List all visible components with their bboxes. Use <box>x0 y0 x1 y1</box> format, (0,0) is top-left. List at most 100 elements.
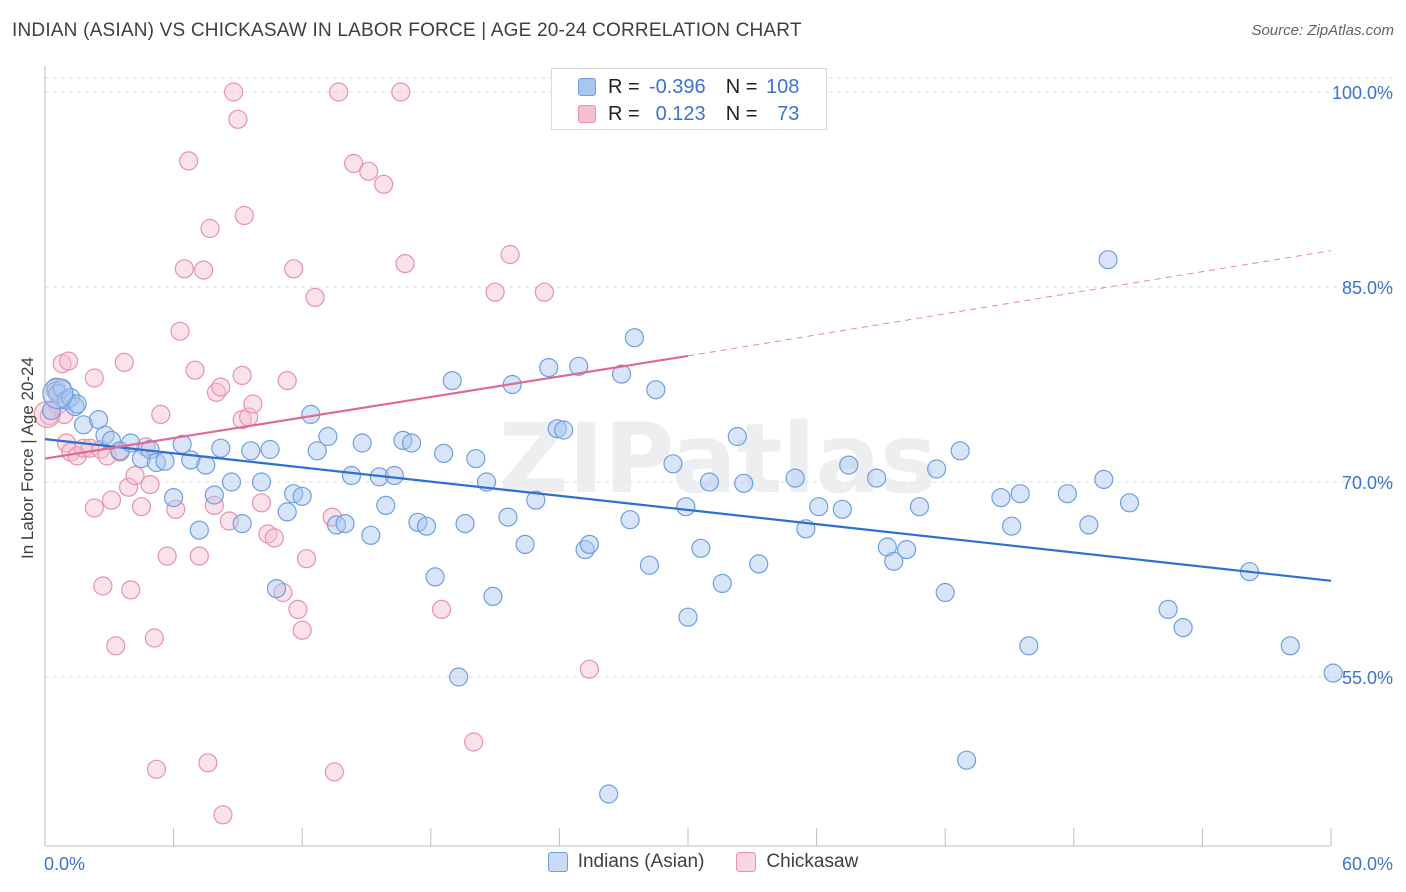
legend-label: Indians (Asian) <box>577 851 705 872</box>
data-point <box>179 151 199 171</box>
data-point <box>305 287 325 307</box>
data-point <box>131 497 152 517</box>
data-point <box>579 534 600 555</box>
data-point <box>1323 663 1343 683</box>
data-point <box>376 495 396 515</box>
data-point <box>189 520 209 540</box>
legend-item-chickasaw[interactable]: Chickasaw <box>736 851 858 873</box>
data-point <box>991 488 1011 508</box>
y-tick-label: 100.0% <box>1332 83 1393 103</box>
data-point <box>264 528 284 548</box>
data-point <box>374 174 394 194</box>
data-point <box>534 282 554 302</box>
data-point <box>526 490 546 510</box>
data-point <box>251 472 272 492</box>
data-point <box>785 468 805 488</box>
data-point <box>485 282 505 302</box>
data-point <box>260 439 280 460</box>
data-point <box>211 438 231 458</box>
data-point <box>352 433 372 453</box>
data-point <box>734 473 754 493</box>
data-point <box>950 441 970 461</box>
data-point <box>114 352 134 372</box>
data-point <box>284 259 304 279</box>
data-point <box>1002 516 1022 536</box>
data-point <box>483 586 503 607</box>
data-point <box>185 360 205 380</box>
y-tick-label: 55.0% <box>1342 668 1393 688</box>
data-point <box>58 351 79 371</box>
data-point <box>204 495 224 515</box>
data-point <box>624 328 645 348</box>
data-point <box>84 368 104 388</box>
data-point <box>431 599 452 620</box>
data-point <box>539 358 559 378</box>
data-point <box>500 244 520 265</box>
data-point <box>1119 493 1140 513</box>
series-legend: Indians (Asian) Chickasaw <box>0 851 1406 873</box>
data-point <box>401 433 422 453</box>
data-point <box>277 371 297 391</box>
data-point <box>1280 636 1300 656</box>
data-point <box>359 161 379 181</box>
legend-label: Chickasaw <box>766 851 859 872</box>
data-point <box>579 659 600 679</box>
data-point <box>434 443 454 463</box>
data-point <box>691 538 711 558</box>
data-point <box>204 485 224 505</box>
y-tick-label: 85.0% <box>1342 278 1393 298</box>
data-point <box>909 497 930 517</box>
data-point <box>1019 636 1039 656</box>
indians-swatch <box>578 78 596 96</box>
data-point <box>101 490 122 510</box>
data-point <box>699 472 720 492</box>
x-tick-label: 0.0% <box>44 854 85 874</box>
data-point <box>42 378 74 410</box>
data-point <box>221 472 242 492</box>
data-point <box>1098 250 1118 270</box>
data-point <box>663 454 683 474</box>
legend-item-indians[interactable]: Indians (Asian) <box>547 851 705 873</box>
data-point <box>200 218 220 239</box>
data-point <box>416 516 437 536</box>
data-point <box>646 380 666 400</box>
chickasaw-swatch <box>736 852 757 872</box>
data-point <box>425 567 445 587</box>
data-point <box>449 667 469 687</box>
data-point <box>198 753 218 773</box>
source-label: Source: ZipAtlas.com <box>1251 22 1394 39</box>
data-point <box>296 549 317 569</box>
data-point <box>151 404 171 424</box>
data-point <box>877 537 897 557</box>
data-point <box>95 425 115 445</box>
data-point <box>157 546 177 566</box>
data-point <box>307 441 327 461</box>
data-point <box>1010 484 1030 504</box>
data-point <box>832 499 852 519</box>
data-point <box>232 365 252 385</box>
data-point <box>809 497 829 517</box>
x-tick-label: 60.0% <box>1342 854 1393 874</box>
data-point <box>897 539 917 560</box>
data-point <box>146 759 167 779</box>
indians-swatch <box>547 852 568 872</box>
n-label: N = <box>725 75 758 98</box>
data-point <box>251 493 272 513</box>
data-point <box>1057 484 1077 504</box>
data-point <box>466 449 486 469</box>
data-point <box>839 455 859 475</box>
data-point <box>712 573 732 594</box>
data-point <box>106 636 126 656</box>
data-point <box>166 499 186 519</box>
data-point <box>228 109 248 129</box>
data-point <box>243 394 263 414</box>
data-point <box>288 599 308 620</box>
data-point <box>547 419 567 439</box>
data-point <box>599 784 619 804</box>
data-point <box>164 488 184 508</box>
data-point <box>234 205 254 226</box>
r-label: R = <box>608 102 640 125</box>
data-point <box>41 400 62 421</box>
data-point <box>174 259 194 279</box>
